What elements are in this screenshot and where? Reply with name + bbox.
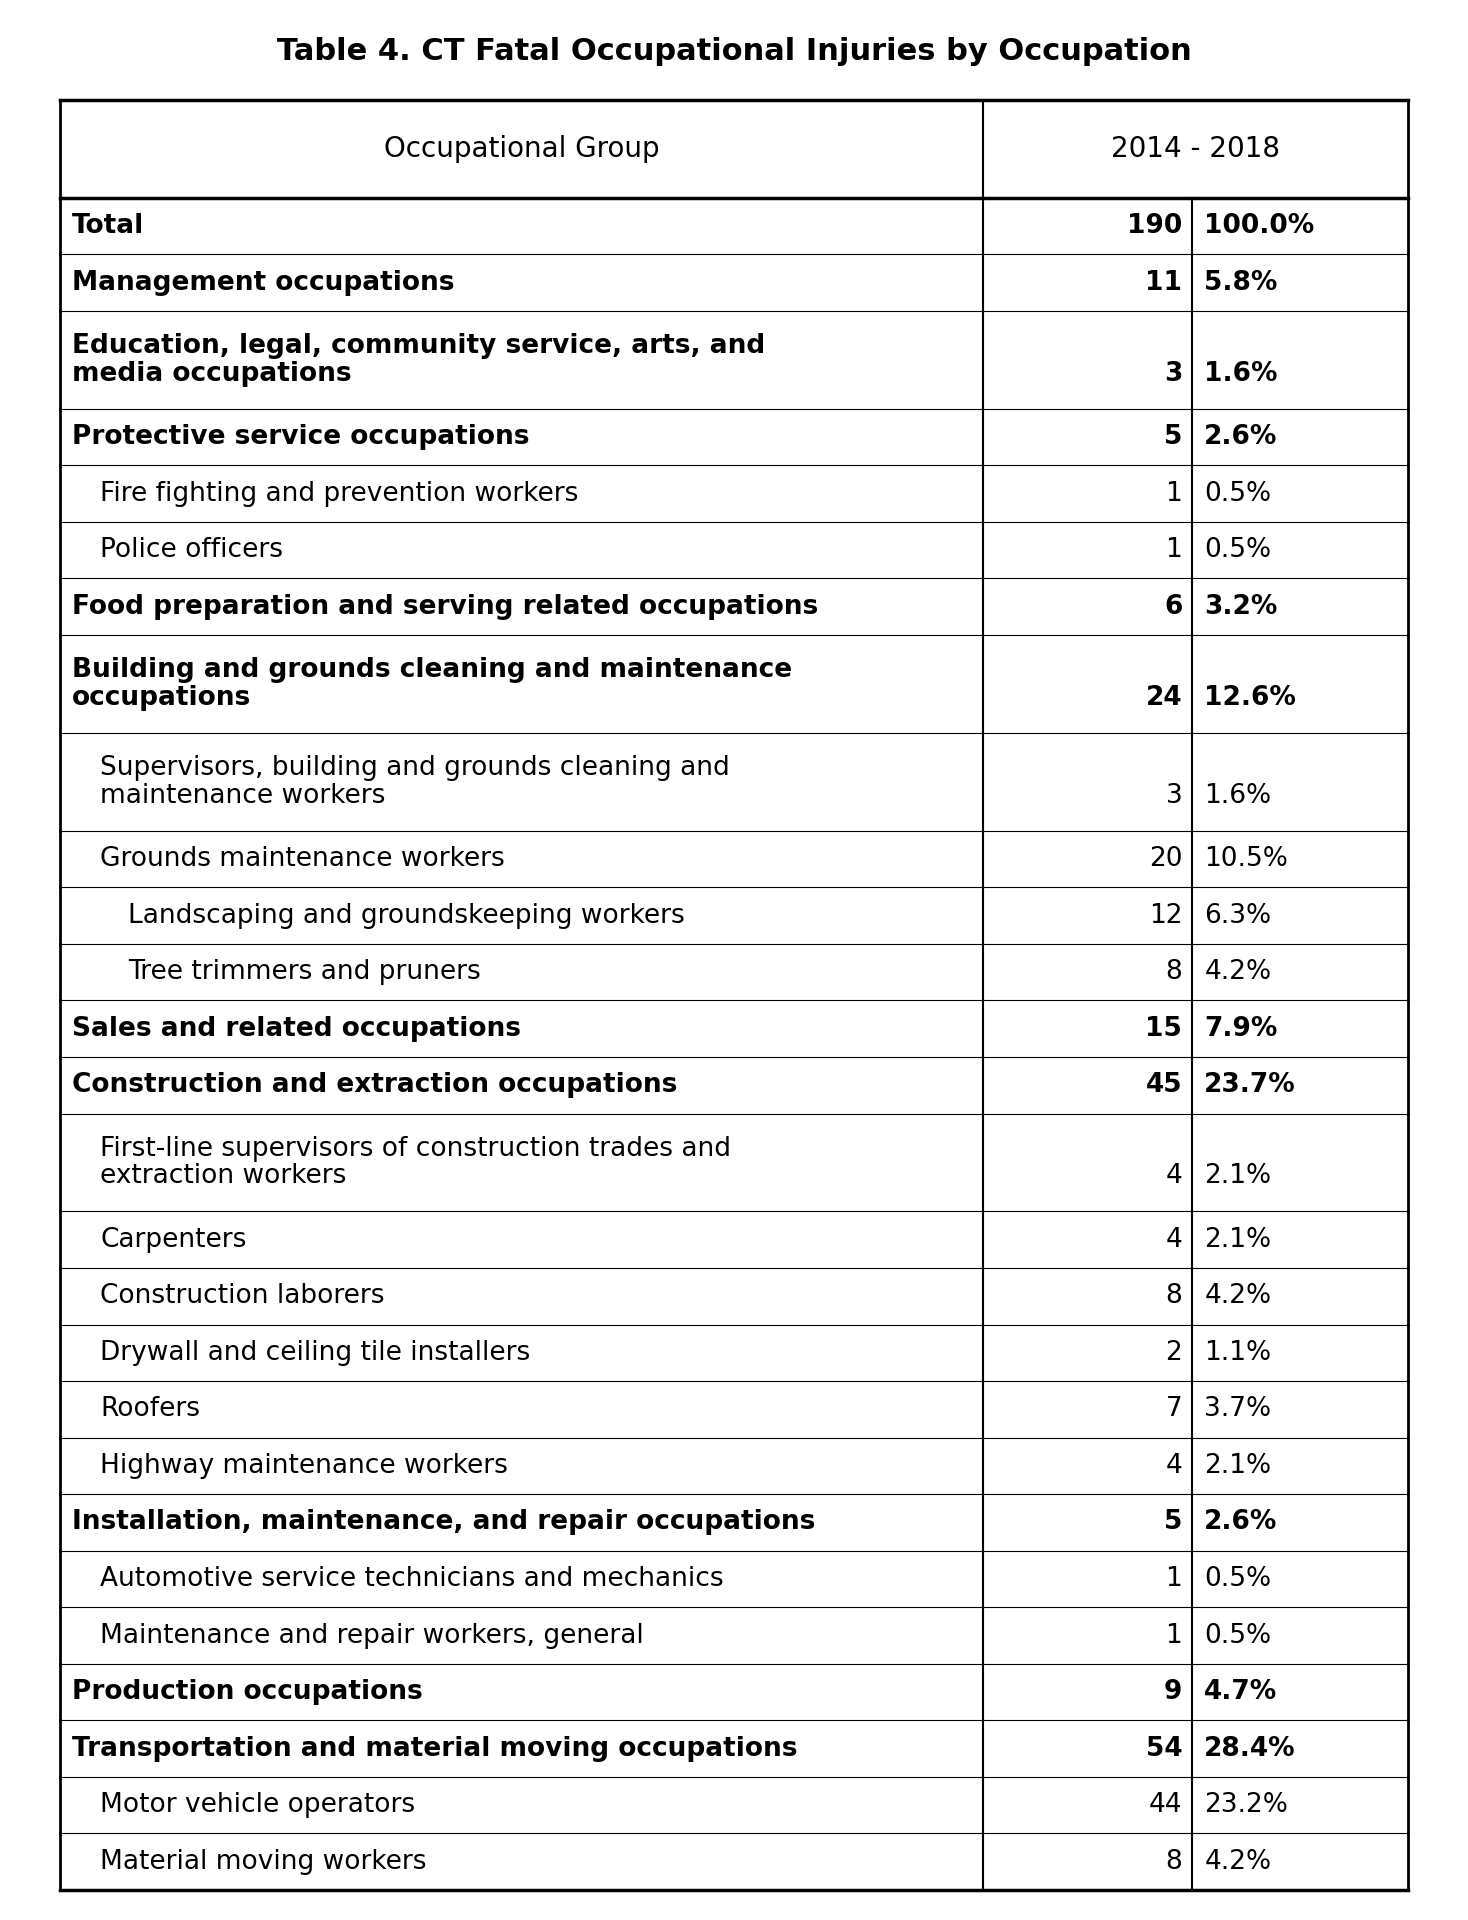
Text: 4.2%: 4.2% (1204, 1283, 1271, 1309)
Text: Material moving workers: Material moving workers (100, 1849, 427, 1874)
Text: 0.5%: 0.5% (1204, 1567, 1271, 1592)
Text: Education, legal, community service, arts, and: Education, legal, community service, art… (72, 334, 765, 359)
Text: 20: 20 (1149, 847, 1182, 872)
Text: Installation, maintenance, and repair occupations: Installation, maintenance, and repair oc… (72, 1509, 815, 1536)
Text: 2014 - 2018: 2014 - 2018 (1111, 134, 1280, 163)
Text: 1: 1 (1166, 480, 1182, 507)
Text: First-line supervisors of construction trades and: First-line supervisors of construction t… (100, 1137, 731, 1162)
Text: 2.1%: 2.1% (1204, 1164, 1271, 1188)
Text: 8: 8 (1166, 1849, 1182, 1874)
Text: Automotive service technicians and mechanics: Automotive service technicians and mecha… (100, 1567, 724, 1592)
Text: 7: 7 (1166, 1396, 1182, 1423)
Text: 5: 5 (1164, 424, 1182, 449)
Text: Maintenance and repair workers, general: Maintenance and repair workers, general (100, 1622, 644, 1649)
Text: 1: 1 (1166, 1567, 1182, 1592)
Text: Protective service occupations: Protective service occupations (72, 424, 530, 449)
Text: 2.1%: 2.1% (1204, 1453, 1271, 1478)
Text: 45: 45 (1145, 1071, 1182, 1098)
Text: 44: 44 (1149, 1791, 1182, 1818)
Text: 3.7%: 3.7% (1204, 1396, 1271, 1423)
Text: 15: 15 (1145, 1016, 1182, 1043)
Text: Landscaping and groundskeeping workers: Landscaping and groundskeeping workers (128, 902, 684, 929)
Text: 4: 4 (1166, 1164, 1182, 1188)
Text: media occupations: media occupations (72, 361, 352, 386)
Text: extraction workers: extraction workers (100, 1164, 346, 1188)
Text: Total: Total (72, 213, 144, 240)
Text: 2: 2 (1166, 1340, 1182, 1365)
Text: 9: 9 (1164, 1680, 1182, 1705)
Text: Occupational Group: Occupational Group (383, 134, 659, 163)
Text: 11: 11 (1145, 269, 1182, 296)
Text: 5.8%: 5.8% (1204, 269, 1277, 296)
Text: Carpenters: Carpenters (100, 1227, 247, 1252)
Text: Tree trimmers and pruners: Tree trimmers and pruners (128, 960, 480, 985)
Text: 1: 1 (1166, 538, 1182, 563)
Text: 2.6%: 2.6% (1204, 1509, 1277, 1536)
Text: 3.2%: 3.2% (1204, 593, 1277, 620)
Text: Construction laborers: Construction laborers (100, 1283, 385, 1309)
Text: Food preparation and serving related occupations: Food preparation and serving related occ… (72, 593, 818, 620)
Text: 0.5%: 0.5% (1204, 1622, 1271, 1649)
Text: 4.2%: 4.2% (1204, 960, 1271, 985)
Text: 1.6%: 1.6% (1204, 361, 1277, 386)
Text: Management occupations: Management occupations (72, 269, 455, 296)
Text: Transportation and material moving occupations: Transportation and material moving occup… (72, 1736, 797, 1763)
Text: 23.7%: 23.7% (1204, 1071, 1296, 1098)
Text: Sales and related occupations: Sales and related occupations (72, 1016, 521, 1043)
Text: 12: 12 (1149, 902, 1182, 929)
Text: 4: 4 (1166, 1453, 1182, 1478)
Text: Highway maintenance workers: Highway maintenance workers (100, 1453, 508, 1478)
Text: occupations: occupations (72, 685, 251, 710)
Text: 8: 8 (1166, 960, 1182, 985)
Text: 0.5%: 0.5% (1204, 538, 1271, 563)
Text: 2.6%: 2.6% (1204, 424, 1277, 449)
Text: 4.7%: 4.7% (1204, 1680, 1277, 1705)
Text: 1.1%: 1.1% (1204, 1340, 1271, 1365)
Text: 23.2%: 23.2% (1204, 1791, 1289, 1818)
Text: 4: 4 (1166, 1227, 1182, 1252)
Text: 6: 6 (1164, 593, 1182, 620)
Text: 54: 54 (1145, 1736, 1182, 1763)
Text: Motor vehicle operators: Motor vehicle operators (100, 1791, 415, 1818)
Text: 100.0%: 100.0% (1204, 213, 1314, 240)
Text: 6.3%: 6.3% (1204, 902, 1271, 929)
Text: maintenance workers: maintenance workers (100, 783, 386, 808)
Text: 1.6%: 1.6% (1204, 783, 1271, 808)
Text: 190: 190 (1127, 213, 1182, 240)
Text: Production occupations: Production occupations (72, 1680, 423, 1705)
Text: Police officers: Police officers (100, 538, 283, 563)
Text: 3: 3 (1164, 361, 1182, 386)
Text: Grounds maintenance workers: Grounds maintenance workers (100, 847, 505, 872)
Text: Construction and extraction occupations: Construction and extraction occupations (72, 1071, 677, 1098)
Text: 12.6%: 12.6% (1204, 685, 1296, 710)
Text: Fire fighting and prevention workers: Fire fighting and prevention workers (100, 480, 578, 507)
Text: 1: 1 (1166, 1622, 1182, 1649)
Text: 2.1%: 2.1% (1204, 1227, 1271, 1252)
Text: 5: 5 (1164, 1509, 1182, 1536)
Text: 3: 3 (1166, 783, 1182, 808)
Text: 10.5%: 10.5% (1204, 847, 1289, 872)
Text: Building and grounds cleaning and maintenance: Building and grounds cleaning and mainte… (72, 657, 793, 684)
Text: 0.5%: 0.5% (1204, 480, 1271, 507)
Text: Supervisors, building and grounds cleaning and: Supervisors, building and grounds cleani… (100, 755, 730, 781)
Text: 28.4%: 28.4% (1204, 1736, 1296, 1763)
Text: 24: 24 (1145, 685, 1182, 710)
Text: 7.9%: 7.9% (1204, 1016, 1277, 1043)
Text: 4.2%: 4.2% (1204, 1849, 1271, 1874)
Text: Table 4. CT Fatal Occupational Injuries by Occupation: Table 4. CT Fatal Occupational Injuries … (276, 38, 1192, 67)
Text: Drywall and ceiling tile installers: Drywall and ceiling tile installers (100, 1340, 530, 1365)
Text: Roofers: Roofers (100, 1396, 200, 1423)
Text: 8: 8 (1166, 1283, 1182, 1309)
